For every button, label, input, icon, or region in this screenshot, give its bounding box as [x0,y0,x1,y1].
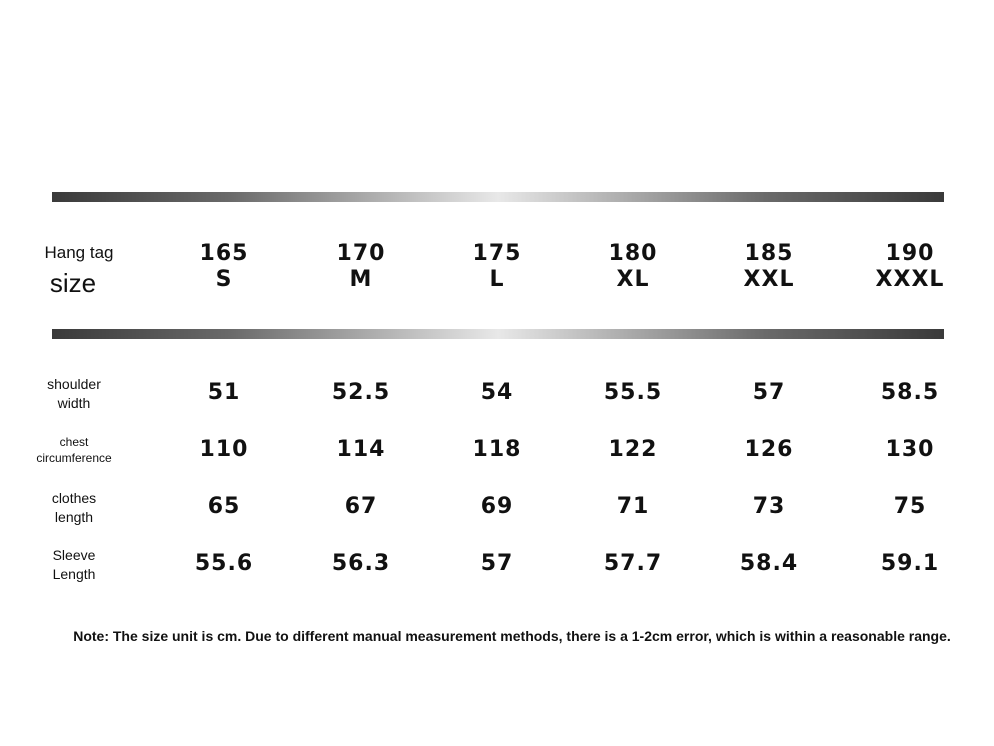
divider [52,329,944,339]
size-header: 165 [199,241,249,266]
cell: 130 [885,437,935,462]
size-header: L [489,267,505,292]
cell: 71 [616,494,650,519]
cell: 114 [336,437,386,462]
cell: 52.5 [331,380,391,405]
cell: 57 [752,380,786,405]
row-label: clothes [51,490,97,506]
cell: 118 [472,437,522,462]
size-header: S [215,267,233,292]
size-header: 175 [472,241,522,266]
row-label: shoulder [47,376,101,392]
size-header: 170 [336,241,386,266]
row-label: circumference [36,451,112,465]
size-header: 180 [608,241,658,266]
row-label: width [57,395,91,411]
cell: 122 [608,437,658,462]
cell: 57 [480,551,514,576]
cell: 59.1 [880,551,940,576]
cell: 65 [207,494,241,519]
cell: 58.5 [880,380,940,405]
header-label: Hang tag [44,243,114,262]
cell: 55.6 [194,551,254,576]
row-label: chest [59,435,89,449]
cell: 57.7 [603,551,663,576]
size-header: 185 [744,241,794,266]
header-label: size [49,268,97,298]
cell: 54 [480,380,514,405]
size-header: 190 [885,241,935,266]
size-header: M [349,267,373,292]
cell: 110 [199,437,249,462]
cell: 126 [744,437,794,462]
cell: 55.5 [603,380,663,405]
row-label: length [54,509,94,525]
size-header: XXL [743,267,795,292]
cell: 73 [752,494,786,519]
cell: 51 [207,380,241,405]
cell: 67 [344,494,378,519]
size-header: XXXL [875,267,945,292]
row-label: Length [52,566,96,582]
cell: 75 [893,494,927,519]
note: Note: The size unit is cm. Due to differ… [73,628,951,644]
size-header: XL [616,267,650,292]
cell: 69 [480,494,514,519]
cell: 56.3 [331,551,391,576]
row-label: Sleeve [52,547,96,563]
divider [52,192,944,202]
cell: 58.4 [739,551,799,576]
